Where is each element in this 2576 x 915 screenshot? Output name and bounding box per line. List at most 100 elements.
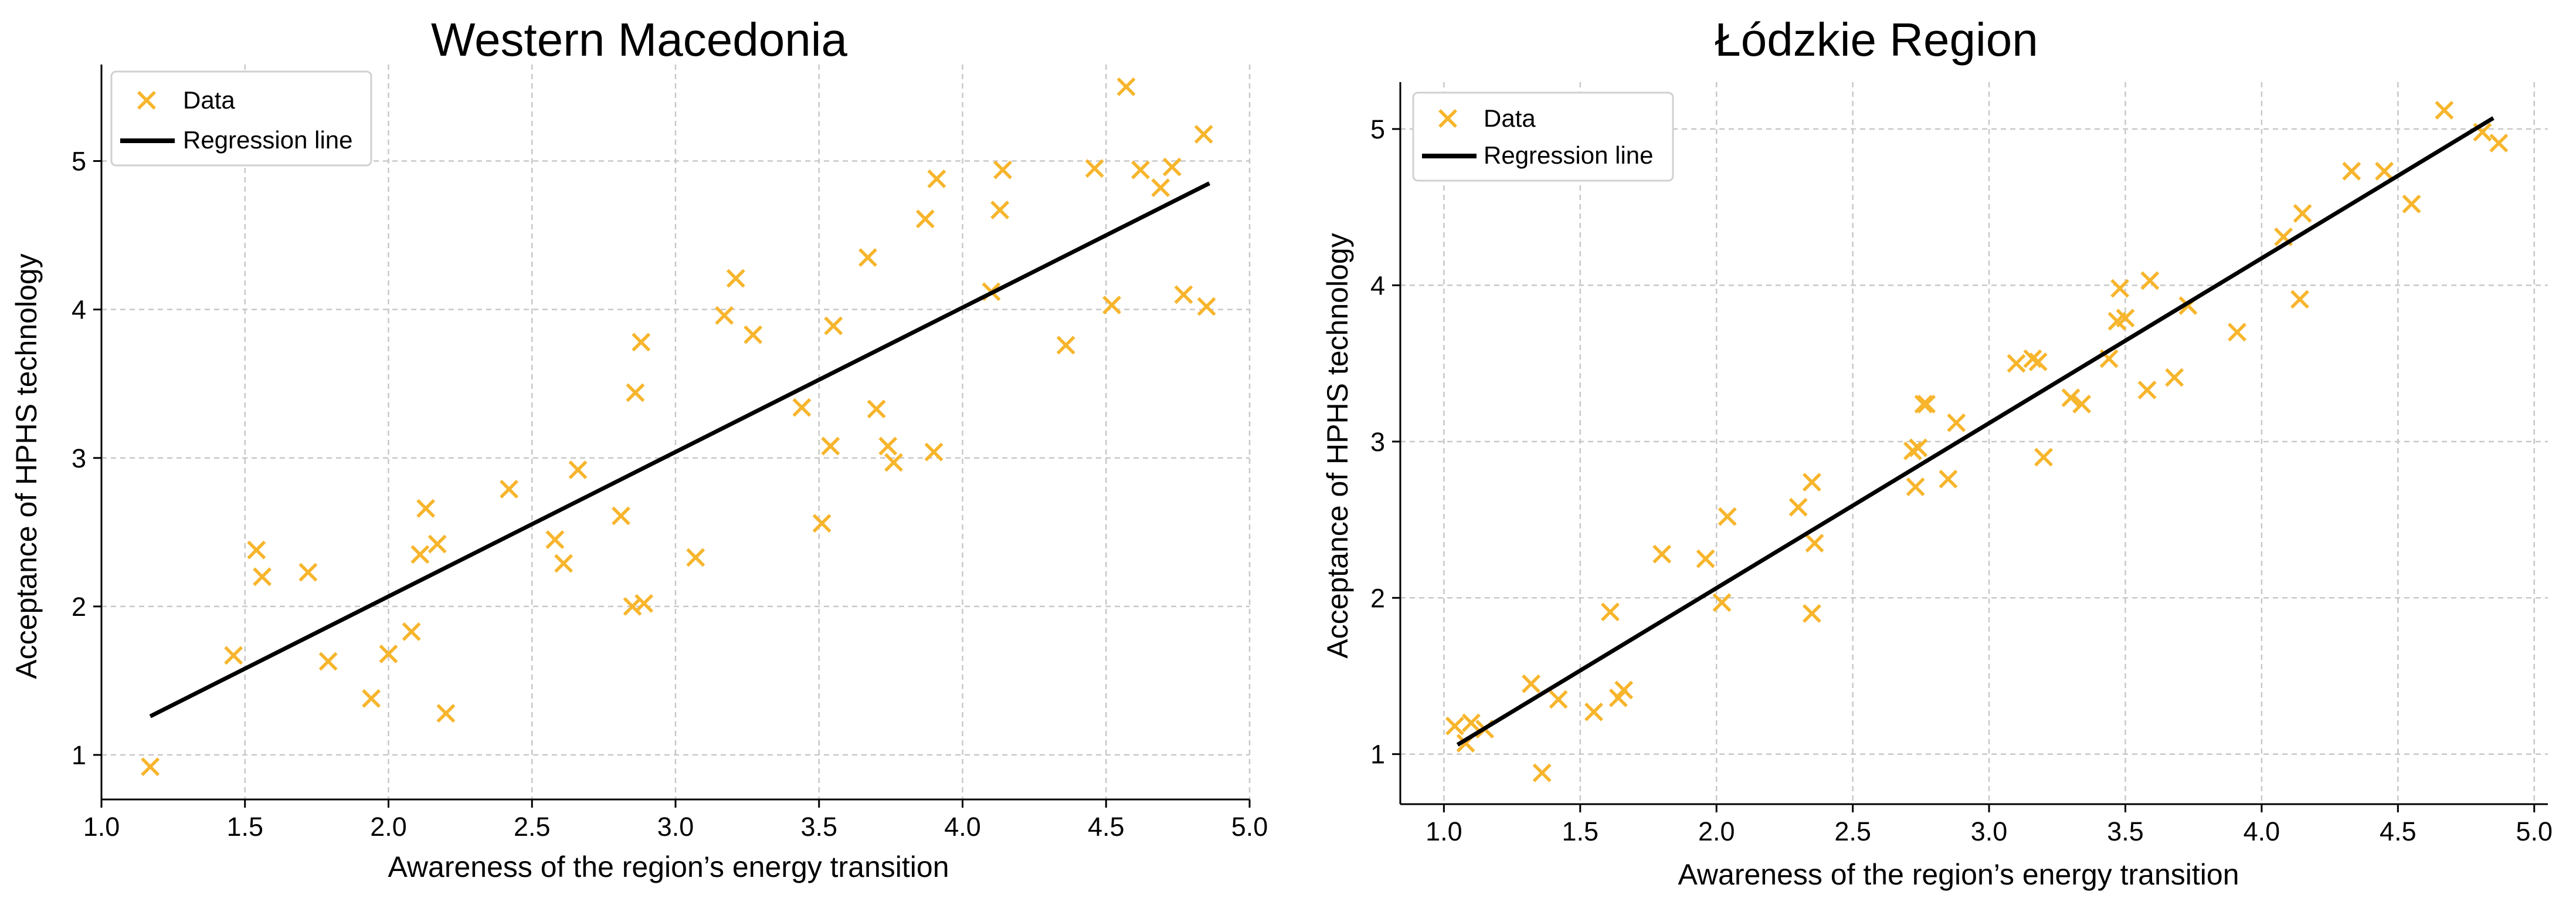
regression-line-1 <box>149 181 1211 719</box>
data-point-1-34 <box>915 209 935 229</box>
data-point-2-43 <box>2293 204 2312 223</box>
data-point-1-3 <box>253 567 272 587</box>
plot-area-1: 1.0 1.5 2.0 2.5 3.0 3.5 4.0 4.5 5.0 1 2 3 4 5 <box>72 65 1268 842</box>
chart-western-macedonia: 1.0 1.5 2.0 2.5 3.0 3.5 4.0 4.5 5.0 1 2 3 4 5 Wester… <box>10 13 1268 883</box>
data-point-2-37 <box>2140 271 2160 290</box>
x-ticks-1: 1.0 1.5 2.0 2.5 3.0 3.5 4.0 4.5 5.0 <box>83 799 1268 842</box>
data-point-1-22 <box>686 548 705 567</box>
legend-2: Data Regression line <box>1412 92 1674 182</box>
data-point-1-35 <box>924 442 943 462</box>
data-point-2-25 <box>1947 413 1966 432</box>
data-point-2-49 <box>2489 133 2509 152</box>
x-tick-label-2-1: 1.5 <box>1562 816 1599 846</box>
data-point-2-8 <box>1600 602 1620 622</box>
data-point-1-47 <box>1174 285 1193 304</box>
legend-marker-data-2 <box>1438 109 1457 128</box>
regression-line-2 <box>1456 116 2494 747</box>
data-point-2-15 <box>1788 497 1808 517</box>
data-point-2-38 <box>2165 368 2184 387</box>
legend-box-1 <box>110 70 372 167</box>
data-point-2-27 <box>2023 349 2042 368</box>
data-point-2-2 <box>1461 713 1481 733</box>
data-point-1-12 <box>436 704 456 723</box>
y-ticks-2: 1 2 3 4 5 <box>1370 114 1400 770</box>
data-point-1-15 <box>554 554 573 573</box>
x-tick-label-2-7: 4.5 <box>2380 816 2417 846</box>
x-tick-label-1-7: 4.5 <box>1088 812 1125 842</box>
legend-label-data-1: Data <box>183 86 235 114</box>
data-point-1-26 <box>792 398 812 417</box>
x-tick-label-1-1: 1.5 <box>226 812 263 842</box>
data-point-1-44 <box>1131 160 1150 179</box>
legend-label-regression-2: Regression line <box>1484 141 1654 169</box>
data-point-1-4 <box>298 562 318 582</box>
x-tick-label-1-4: 3.0 <box>657 812 694 842</box>
chart-lodzkie-region: 1.0 1.5 2.0 2.5 3.0 3.5 4.0 4.5 5.0 1 2 3 4 5 Łódzki… <box>1321 13 2553 891</box>
data-point-2-6 <box>1549 690 1568 709</box>
data-point-1-6 <box>362 689 381 708</box>
data-point-2-30 <box>2061 388 2081 408</box>
data-point-1-45 <box>1151 178 1170 198</box>
y-tick-label-2-4: 5 <box>1370 114 1385 144</box>
x-tick-label-2-5: 3.5 <box>2107 816 2144 846</box>
data-point-2-17 <box>1802 604 1821 623</box>
data-point-2-45 <box>2375 161 2394 181</box>
data-point-1-43 <box>1116 77 1136 96</box>
chart-title-1: Western Macedonia <box>431 13 848 66</box>
plot-area-2: 1.0 1.5 2.0 2.5 3.0 3.5 4.0 4.5 5.0 1 2 3 4 5 <box>1370 82 2553 846</box>
data-point-2-10 <box>1614 680 1634 700</box>
data-point-2-14 <box>1718 507 1737 526</box>
y-tick-label-1-2: 3 <box>72 443 86 473</box>
data-point-1-8 <box>402 622 421 641</box>
x-tick-label-1-6: 4.0 <box>944 812 981 842</box>
series-layer-2 <box>1445 101 2509 782</box>
y-tick-label-2-3: 4 <box>1370 270 1385 300</box>
data-point-2-12 <box>1696 549 1715 568</box>
data-point-2-7 <box>1584 702 1603 721</box>
series-layer-1 <box>141 77 1216 777</box>
y-tick-label-2-1: 2 <box>1370 583 1385 613</box>
x-ticks-2: 1.0 1.5 2.0 2.5 3.0 3.5 4.0 4.5 5.0 <box>1426 804 2553 846</box>
y-tick-label-1-0: 1 <box>72 740 86 770</box>
y-axis-label-2: Acceptance of HPHS technology <box>1321 233 1354 658</box>
data-point-2-24 <box>1939 469 1958 489</box>
data-point-1-42 <box>1102 296 1121 315</box>
data-point-2-44 <box>2342 161 2361 181</box>
data-point-1-21 <box>634 594 654 613</box>
data-point-2-13 <box>1712 593 1732 612</box>
data-point-1-48 <box>1194 125 1213 144</box>
data-point-2-36 <box>2137 380 2157 399</box>
data-point-1-25 <box>744 325 763 344</box>
data-point-1-33 <box>884 453 903 472</box>
x-tick-label-2-0: 1.0 <box>1426 816 1462 846</box>
data-point-2-20 <box>1906 477 1925 497</box>
y-tick-label-1-4: 5 <box>72 147 86 177</box>
data-point-1-10 <box>416 499 436 518</box>
x-tick-label-1-5: 3.5 <box>800 812 837 842</box>
data-point-1-9 <box>410 545 430 564</box>
legend-marker-data-1 <box>137 91 156 110</box>
data-point-1-28 <box>821 436 840 456</box>
data-point-1-40 <box>1056 336 1075 355</box>
y-axis-label-1: Acceptance of HPHS technology <box>10 253 43 679</box>
data-point-1-14 <box>545 530 565 549</box>
data-point-1-7 <box>379 644 398 663</box>
x-tick-label-2-6: 4.0 <box>2244 816 2280 846</box>
data-point-1-18 <box>623 597 642 616</box>
legend-label-regression-1: Regression line <box>183 126 353 154</box>
data-point-2-28 <box>2028 353 2048 371</box>
x-tick-label-2-8: 5.0 <box>2516 816 2553 846</box>
data-point-2-34 <box>2110 279 2130 298</box>
x-tick-label-1-2: 2.0 <box>370 812 407 842</box>
data-point-2-29 <box>2034 448 2053 467</box>
data-point-1-11 <box>427 534 447 554</box>
data-point-2-40 <box>2228 323 2247 342</box>
y-tick-label-1-1: 2 <box>72 592 86 622</box>
data-point-1-46 <box>1162 157 1182 177</box>
x-tick-label-1-8: 5.0 <box>1231 812 1268 842</box>
data-point-2-0 <box>1445 716 1464 736</box>
x-tick-label-1-0: 1.0 <box>83 812 120 842</box>
data-point-2-46 <box>2402 194 2421 214</box>
data-point-2-35 <box>2116 309 2135 328</box>
data-point-1-36 <box>927 169 946 188</box>
